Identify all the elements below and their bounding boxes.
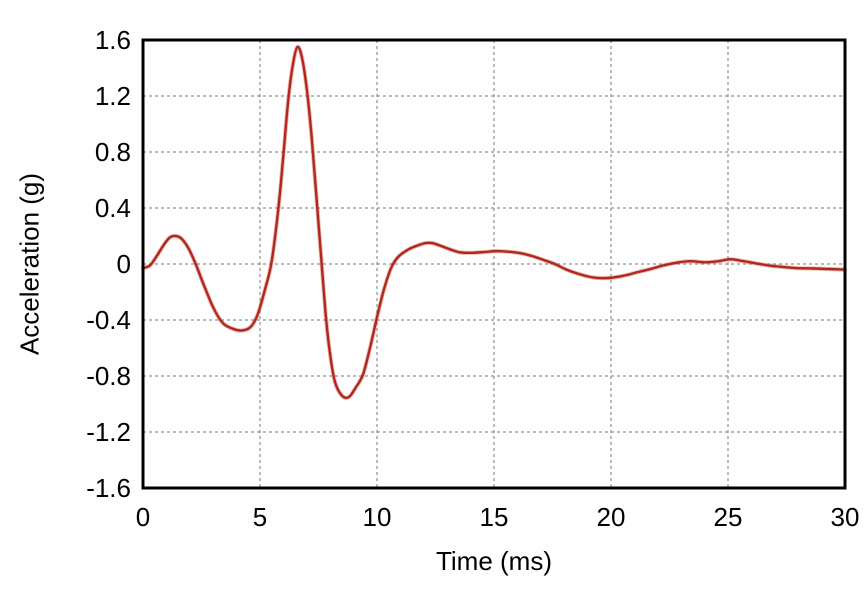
x-tick-label: 10 — [363, 502, 392, 532]
y-tick-label: 0.8 — [95, 137, 131, 167]
acceleration-curve — [141, 45, 847, 400]
plot-frame — [141, 38, 847, 490]
x-tick-label: 15 — [480, 502, 509, 532]
x-tick-label: 30 — [831, 502, 860, 532]
y-tick-label: -0.8 — [86, 361, 131, 391]
x-tick-label: 20 — [597, 502, 626, 532]
y-tick-label: 0.4 — [95, 193, 131, 223]
y-tick-label: 1.6 — [95, 25, 131, 55]
y-tick-label: -0.4 — [86, 305, 131, 335]
y-tick-label: -1.6 — [86, 473, 131, 503]
x-axis-title: Time (ms) — [435, 546, 552, 576]
y-axis-title: Acceleration (g) — [14, 172, 45, 356]
x-tick-label: 25 — [714, 502, 743, 532]
y-tick-label: 0 — [117, 249, 131, 279]
y-tick-label: 1.2 — [95, 81, 131, 111]
y-tick-label: -1.2 — [86, 417, 131, 447]
x-tick-label: 5 — [253, 502, 267, 532]
x-tick-label: 0 — [136, 502, 150, 532]
